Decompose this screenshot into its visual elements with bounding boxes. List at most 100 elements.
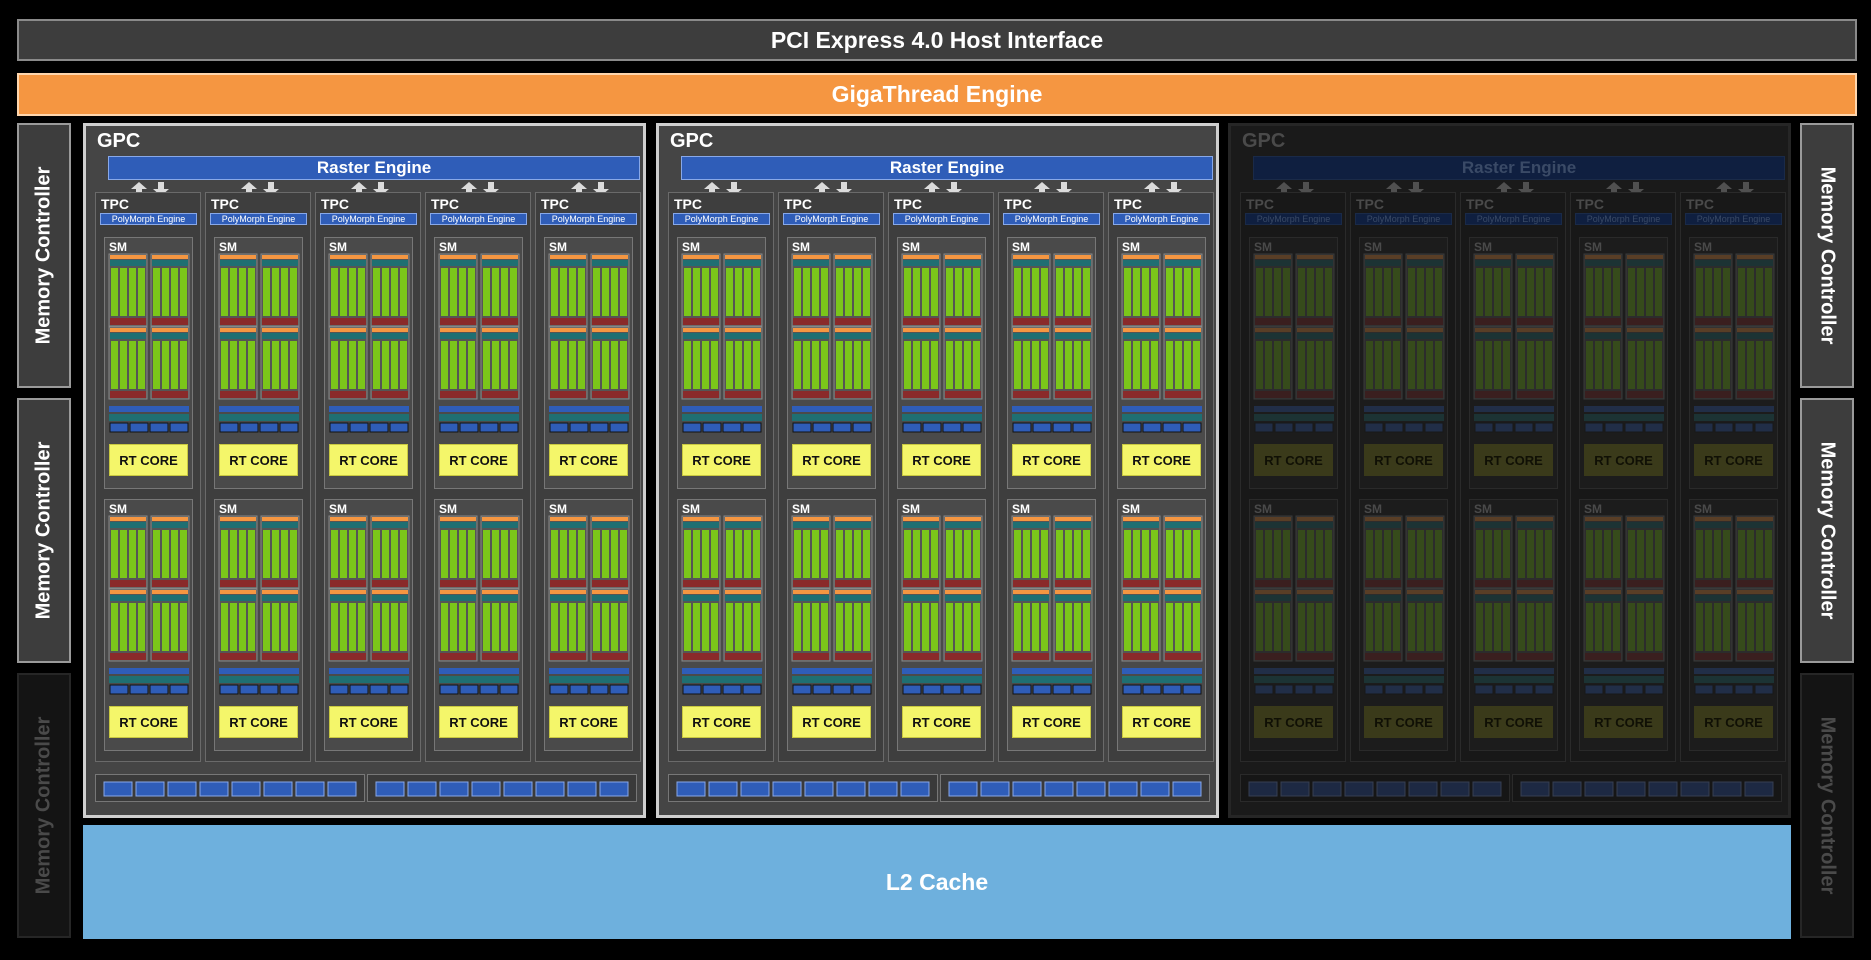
sm-block: SM RT CORE — [544, 237, 633, 489]
texture-unit-row — [1520, 781, 1774, 797]
sm-block: SM RT CORE — [1249, 499, 1338, 751]
tpc-block: TPC PolyMorph Engine SM RT CORE SM RT CORE — [535, 192, 641, 762]
sm-block: SM RT CORE — [1359, 499, 1448, 751]
texture-unit-row — [676, 781, 930, 797]
gpc-label: GPC — [1242, 130, 1286, 152]
memory-controller: Memory Controller — [17, 398, 71, 663]
rt-core: RT CORE — [439, 706, 518, 738]
tpc-label: TPC — [784, 196, 812, 212]
raster-engine: Raster Engine — [1253, 156, 1785, 180]
sm-label: SM — [682, 502, 700, 516]
pci-express-host-interface: PCI Express 4.0 Host Interface — [17, 19, 1857, 61]
memory-controller: Memory Controller — [1800, 123, 1854, 388]
sm-processing-blocks — [1121, 253, 1203, 433]
sm-label: SM — [1254, 240, 1272, 254]
sm-label: SM — [219, 502, 237, 516]
l2-cache: L2 Cache — [83, 825, 1791, 939]
sm-label: SM — [329, 240, 347, 254]
rt-core: RT CORE — [1122, 444, 1201, 476]
sm-processing-blocks — [1583, 253, 1665, 433]
sm-processing-blocks — [438, 253, 520, 433]
polymorph-engine: PolyMorph Engine — [1465, 213, 1562, 225]
sm-block: SM RT CORE — [214, 499, 303, 751]
sm-block: SM RT CORE — [677, 499, 766, 751]
sm-block: SM RT CORE — [324, 237, 413, 489]
texture-unit-group — [668, 774, 938, 802]
gpc-label: GPC — [670, 130, 714, 152]
sm-block: SM RT CORE — [1007, 237, 1096, 489]
rt-core: RT CORE — [1694, 444, 1773, 476]
rt-core: RT CORE — [549, 706, 628, 738]
sm-block: SM RT CORE — [897, 499, 986, 751]
sm-processing-blocks — [1693, 515, 1775, 695]
sm-block: SM RT CORE — [1689, 237, 1778, 489]
sm-processing-blocks — [1693, 253, 1775, 433]
sm-label: SM — [1254, 502, 1272, 516]
rt-core: RT CORE — [1254, 444, 1333, 476]
rt-core: RT CORE — [329, 444, 408, 476]
rt-core: RT CORE — [902, 706, 981, 738]
sm-label: SM — [1584, 240, 1602, 254]
sm-label: SM — [1122, 502, 1140, 516]
sm-block: SM RT CORE — [677, 237, 766, 489]
rt-core: RT CORE — [1254, 706, 1333, 738]
sm-processing-blocks — [901, 253, 983, 433]
sm-label: SM — [792, 502, 810, 516]
texture-unit-row — [948, 781, 1202, 797]
texture-unit-row — [375, 781, 629, 797]
tpc-block: TPC PolyMorph Engine SM RT CORE SM RT CORE — [95, 192, 201, 762]
sm-block: SM RT CORE — [1469, 237, 1558, 489]
memory-controller: Memory Controller — [17, 123, 71, 388]
tpc-label: TPC — [541, 196, 569, 212]
sm-block: SM RT CORE — [787, 499, 876, 751]
tpc-label: TPC — [1004, 196, 1032, 212]
sm-processing-blocks — [1011, 515, 1093, 695]
polymorph-engine: PolyMorph Engine — [1003, 213, 1100, 225]
sm-label: SM — [549, 502, 567, 516]
memory-controller-disabled: Memory Controller — [1800, 673, 1854, 938]
sm-label: SM — [1474, 240, 1492, 254]
texture-unit-group — [367, 774, 637, 802]
tpc-block: TPC PolyMorph Engine SM RT CORE SM RT CORE — [1240, 192, 1346, 762]
sm-block: SM RT CORE — [1469, 499, 1558, 751]
tpc-label: TPC — [1576, 196, 1604, 212]
sm-label: SM — [902, 240, 920, 254]
sm-label: SM — [109, 240, 127, 254]
sm-processing-blocks — [1253, 253, 1335, 433]
rt-core: RT CORE — [1584, 444, 1663, 476]
sm-label: SM — [1474, 502, 1492, 516]
polymorph-engine: PolyMorph Engine — [100, 213, 197, 225]
polymorph-engine: PolyMorph Engine — [893, 213, 990, 225]
rt-core: RT CORE — [1694, 706, 1773, 738]
sm-processing-blocks — [1583, 515, 1665, 695]
tpc-block: TPC PolyMorph Engine SM RT CORE SM RT CORE — [425, 192, 531, 762]
sm-block: SM RT CORE — [104, 499, 193, 751]
sm-block: SM RT CORE — [1117, 499, 1206, 751]
sm-processing-blocks — [681, 515, 763, 695]
sm-label: SM — [109, 502, 127, 516]
sm-processing-blocks — [218, 253, 300, 433]
gpc-block-disabled: GPC Raster Engine TPC PolyMorph Engine SM RT … — [1228, 123, 1791, 818]
sm-processing-blocks — [1363, 253, 1445, 433]
sm-processing-blocks — [681, 253, 763, 433]
rt-core: RT CORE — [439, 444, 518, 476]
sm-label: SM — [1694, 240, 1712, 254]
tpc-label: TPC — [431, 196, 459, 212]
memory-controller-label: Memory Controller — [32, 166, 55, 345]
sm-label: SM — [439, 502, 457, 516]
rt-core: RT CORE — [1364, 706, 1443, 738]
sm-label: SM — [1364, 502, 1382, 516]
polymorph-engine: PolyMorph Engine — [783, 213, 880, 225]
polymorph-engine: PolyMorph Engine — [1685, 213, 1782, 225]
tpc-block: TPC PolyMorph Engine SM RT CORE SM RT CORE — [1460, 192, 1566, 762]
sm-processing-blocks — [108, 253, 190, 433]
texture-unit-group — [1512, 774, 1782, 802]
polymorph-engine: PolyMorph Engine — [210, 213, 307, 225]
memory-controller-label: Memory Controller — [1816, 441, 1839, 620]
rt-core: RT CORE — [549, 444, 628, 476]
tpc-label: TPC — [1356, 196, 1384, 212]
sm-processing-blocks — [328, 515, 410, 695]
sm-processing-blocks — [438, 515, 520, 695]
tpc-block: TPC PolyMorph Engine SM RT CORE SM RT CORE — [778, 192, 884, 762]
rt-core: RT CORE — [219, 706, 298, 738]
